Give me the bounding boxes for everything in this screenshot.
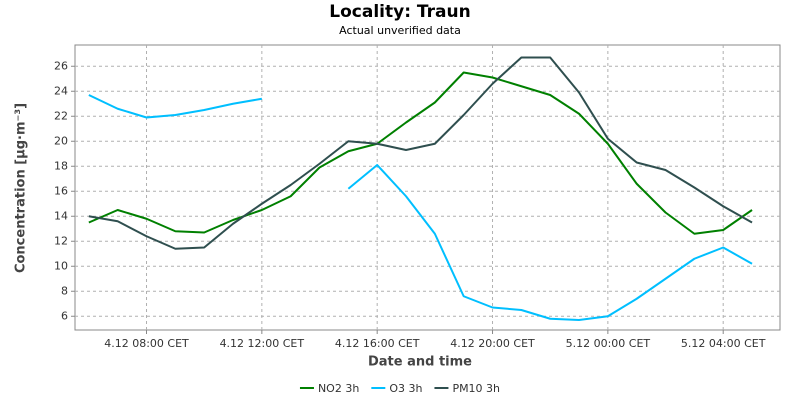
legend-label: O3 3h <box>389 382 422 395</box>
y-tick-label: 18 <box>54 159 68 172</box>
y-tick-label: 12 <box>54 234 68 247</box>
y-tick-label: 16 <box>54 184 68 197</box>
x-tick-label: 4.12 08:00 CET <box>104 337 189 350</box>
plot-area <box>74 44 781 331</box>
y-tick-label: 24 <box>54 84 68 97</box>
y-tick-label: 10 <box>54 259 68 272</box>
y-tick-label: 6 <box>61 309 68 322</box>
series-line <box>88 71 753 235</box>
series-line <box>88 56 753 250</box>
y-tick-label: 26 <box>54 59 68 72</box>
chart-subtitle: Actual unverified data <box>339 24 461 37</box>
x-tick-label: 4.12 12:00 CET <box>220 337 305 350</box>
x-tick-label: 5.12 00:00 CET <box>566 337 651 350</box>
y-tick-label: 22 <box>54 109 68 122</box>
y-tick-label: 20 <box>54 134 68 147</box>
chart-title: Locality: Traun <box>329 2 470 22</box>
x-tick-label: 4.12 20:00 CET <box>450 337 535 350</box>
y-tick-label: 8 <box>61 284 68 297</box>
x-tick-label: 5.12 04:00 CET <box>681 337 766 350</box>
y-tick-label: 14 <box>54 209 68 222</box>
legend-label: NO2 3h <box>318 382 359 395</box>
x-axis-label: Date and time <box>368 355 472 370</box>
legend-label: PM10 3h <box>452 382 500 395</box>
series-line <box>88 94 753 321</box>
x-tick-label: 4.12 16:00 CET <box>335 337 420 350</box>
y-axis-label: Concentration [µg·m⁻³] <box>14 103 29 273</box>
